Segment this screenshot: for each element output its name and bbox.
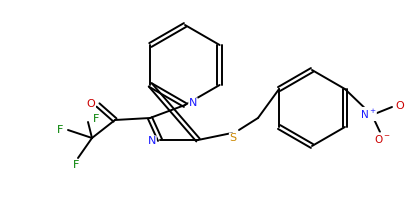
Text: N: N bbox=[148, 136, 156, 146]
Text: O: O bbox=[87, 99, 95, 109]
Text: O$^-$: O$^-$ bbox=[374, 133, 391, 145]
Text: N: N bbox=[189, 98, 197, 108]
Text: N$^+$: N$^+$ bbox=[360, 107, 376, 121]
Text: O: O bbox=[395, 101, 404, 111]
Text: F: F bbox=[73, 160, 79, 170]
Text: F: F bbox=[93, 114, 99, 124]
Text: S: S bbox=[229, 133, 237, 143]
Text: F: F bbox=[57, 125, 63, 135]
